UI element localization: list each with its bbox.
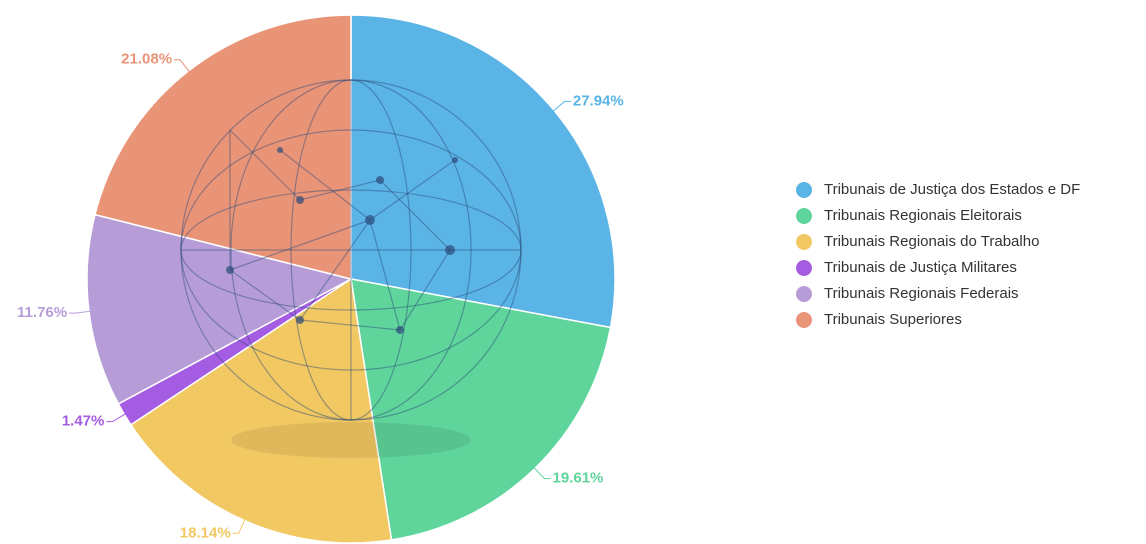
label-leader xyxy=(174,60,190,73)
data-label: 21.08% xyxy=(121,51,172,68)
legend: Tribunais de Justiça dos Estados e DF Tri… xyxy=(796,181,1080,328)
legend-marker xyxy=(796,182,812,198)
legend-marker xyxy=(796,312,812,328)
legend-label: Tribunais de Justiça Militares xyxy=(824,259,1017,276)
label-leader xyxy=(106,413,126,421)
legend-label: Tribunais Regionais Eleitorais xyxy=(824,207,1022,224)
data-label: 27.94% xyxy=(573,92,624,109)
legend-marker xyxy=(796,234,812,250)
data-label: 19.61% xyxy=(553,470,604,487)
legend-marker xyxy=(796,260,812,276)
data-label: 18.14% xyxy=(180,524,231,541)
chart: 27.94% 19.61% 18.14% 1.47% 11.76% 21.08% Trib… xyxy=(0,0,1146,544)
legend-label: Tribunais Regionais Federais xyxy=(824,285,1019,302)
label-leader xyxy=(233,519,245,534)
legend-label: Tribunais de Justiça dos Estados e DF xyxy=(824,181,1080,198)
legend-marker xyxy=(796,208,812,224)
legend-label: Tribunais Regionais do Trabalho xyxy=(824,233,1039,250)
label-leader xyxy=(69,311,91,313)
page: {"chart_data": {"type": "pie", "categori… xyxy=(0,0,1146,544)
label-leader xyxy=(553,101,571,111)
legend-label: Tribunais Superiores xyxy=(824,311,962,328)
globe-shadow xyxy=(231,422,471,458)
data-label: 1.47% xyxy=(62,413,105,430)
legend-marker xyxy=(796,286,812,302)
label-leader xyxy=(533,467,550,478)
data-label: 11.76% xyxy=(17,304,67,321)
pie-slice xyxy=(351,15,615,327)
